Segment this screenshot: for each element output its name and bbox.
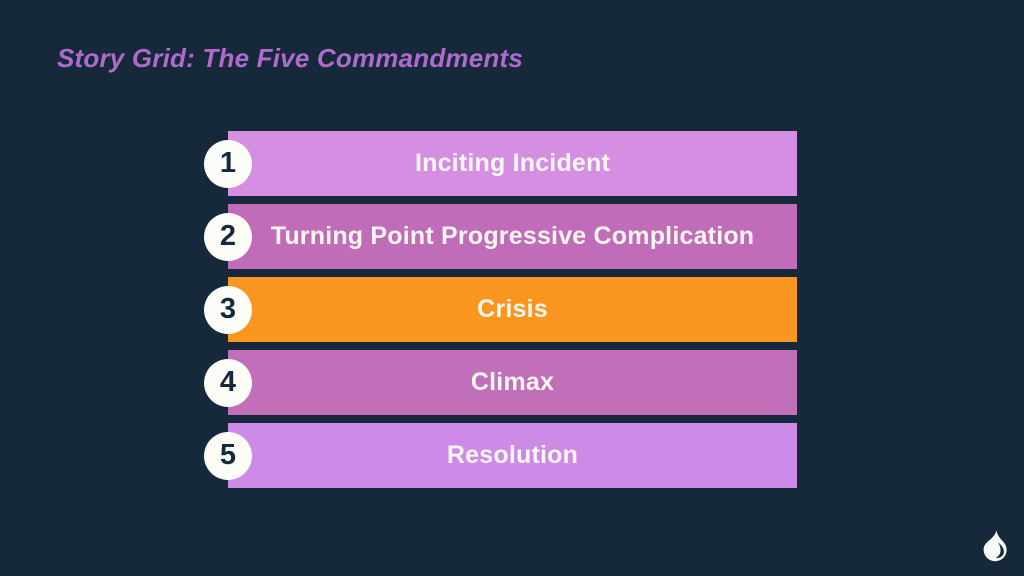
step-row: 1 Inciting Incident	[204, 131, 797, 196]
flame-logo-icon	[983, 530, 1007, 562]
step-number-badge: 4	[204, 358, 252, 407]
step-bar: Resolution	[228, 423, 797, 488]
step-number: 5	[219, 439, 237, 471]
flame-shape	[983, 530, 1007, 562]
step-number: 4	[219, 366, 237, 398]
step-row: 3 Crisis	[204, 277, 797, 342]
step-label: Crisis	[477, 295, 548, 323]
step-label: Climax	[470, 368, 555, 396]
step-bar: Crisis	[228, 277, 797, 342]
step-number-badge: 2	[204, 212, 252, 261]
step-number: 1	[219, 147, 237, 179]
steps-list: 1 Inciting Incident 2 Turning Point Prog…	[204, 131, 797, 496]
step-label: Inciting Incident	[414, 149, 611, 177]
step-number-badge: 1	[204, 139, 252, 188]
step-number: 3	[219, 293, 237, 325]
step-bar: Climax	[228, 350, 797, 415]
step-label: Turning Point Progressive Complication	[270, 222, 755, 250]
step-row: 2 Turning Point Progressive Complication	[204, 204, 797, 269]
step-bar: Turning Point Progressive Complication	[228, 204, 797, 269]
step-bar: Inciting Incident	[228, 131, 797, 196]
step-label: Resolution	[446, 441, 579, 469]
step-number: 2	[219, 220, 237, 252]
page-title: Story Grid: The Five Commandments	[57, 43, 524, 73]
step-row: 4 Climax	[204, 350, 797, 415]
step-row: 5 Resolution	[204, 423, 797, 488]
step-number-badge: 3	[204, 285, 252, 334]
step-number-badge: 5	[204, 431, 252, 480]
